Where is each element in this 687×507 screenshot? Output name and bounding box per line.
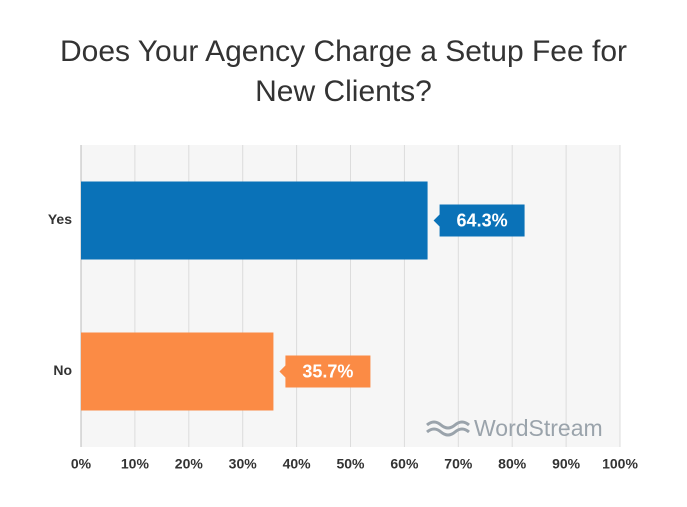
x-tick-label: 40% [283,456,312,472]
value-label-box [433,204,525,237]
y-tick-label: No [53,362,72,378]
bar [81,332,274,411]
x-tick-label: 90% [552,456,581,472]
watermark: WordStream [474,415,603,441]
chart-title: Does Your Agency Charge a Setup Fee for … [59,35,628,108]
x-tick-label: 60% [390,456,419,472]
watermark-icon [426,427,470,437]
x-tick-label: 30% [229,456,258,472]
y-tick-label: Yes [48,211,72,227]
x-tick-label: 80% [498,456,527,472]
watermark-icon [426,420,470,430]
x-tick-label: 0% [71,456,92,472]
x-tick-label: 100% [602,456,638,472]
x-tick-label: 10% [121,456,150,472]
x-tick-label: 20% [175,456,204,472]
bar [81,181,428,260]
x-tick-label: 50% [336,456,365,472]
value-label-box [279,355,371,388]
x-tick-label: 70% [444,456,473,472]
value-label: 35.7% [302,361,353,381]
value-label: 64.3% [457,210,508,230]
